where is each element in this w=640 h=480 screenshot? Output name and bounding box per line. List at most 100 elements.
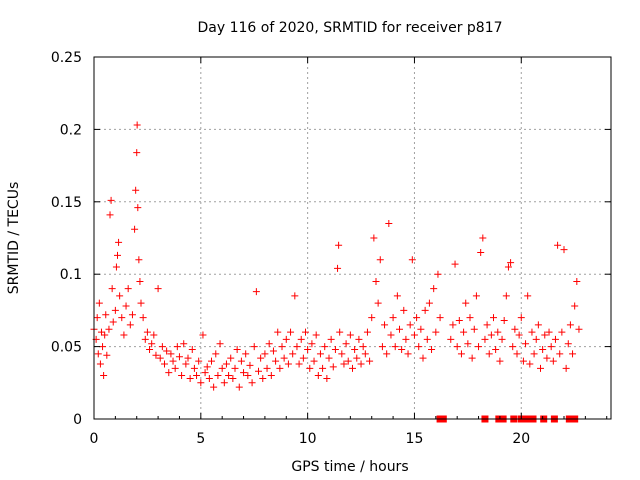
data-point: [120, 331, 128, 339]
data-point: [451, 260, 459, 268]
x-axis-label: GPS time / hours: [291, 459, 408, 475]
data-point: [132, 186, 140, 194]
data-point: [195, 357, 203, 365]
data-point: [210, 383, 218, 391]
data-point: [141, 335, 149, 343]
data-point: [161, 360, 168, 368]
data-point: [137, 299, 145, 307]
data-point: [468, 354, 476, 362]
data-point: [111, 306, 119, 314]
data-point: [295, 360, 303, 368]
data-point: [156, 354, 164, 362]
data-point: [329, 363, 337, 371]
data-point: [237, 357, 245, 365]
data-point: [282, 335, 290, 343]
data-point: [188, 345, 196, 353]
data-point: [231, 364, 239, 372]
data-point: [112, 263, 120, 271]
data-point: [355, 335, 363, 343]
data-point: [274, 328, 282, 336]
data-point: [297, 335, 305, 343]
data-point: [122, 302, 130, 310]
data-point: [308, 340, 316, 348]
data-point: [564, 340, 572, 348]
data-point: [387, 331, 395, 339]
data-point: [346, 331, 354, 339]
data-point: [289, 350, 297, 358]
data-point: [299, 354, 307, 362]
data-point: [114, 251, 121, 259]
data-point: [526, 360, 534, 368]
data-point: [103, 351, 111, 359]
data-point: [541, 331, 549, 339]
data-point: [173, 343, 181, 351]
data-point: [175, 353, 183, 361]
data-point: [513, 350, 521, 358]
y-tick-label: 0.1: [60, 267, 82, 283]
data-point: [479, 234, 487, 242]
data-point: [118, 314, 126, 322]
data-point: [509, 343, 517, 351]
data-point: [229, 374, 237, 382]
data-point: [199, 331, 207, 339]
data-point: [136, 277, 144, 285]
data-point: [233, 345, 241, 353]
data-point: [449, 321, 457, 329]
data-point: [190, 364, 198, 372]
data-point: [95, 299, 103, 307]
data-point: [363, 328, 371, 336]
data-point: [349, 364, 356, 372]
data-point: [267, 372, 275, 380]
data-point: [284, 360, 292, 368]
data-point: [272, 357, 280, 365]
data-point: [415, 343, 423, 351]
data-point: [278, 343, 286, 351]
data-point: [115, 238, 123, 246]
data-point: [428, 345, 436, 353]
data-point: [372, 277, 380, 285]
data-point: [124, 285, 132, 293]
data-point: [304, 345, 312, 353]
data-point: [340, 360, 348, 368]
data-point: [417, 325, 425, 333]
data-point: [398, 345, 406, 353]
data-point: [171, 364, 179, 372]
data-point: [370, 234, 378, 242]
data-point: [532, 335, 540, 343]
data-point: [485, 350, 493, 358]
data-point: [500, 317, 508, 325]
data-point: [477, 248, 485, 256]
data-point: [93, 314, 101, 322]
data-point: [404, 350, 412, 358]
x-tick-label: 0: [90, 431, 99, 447]
y-axis-label: SRMTID / TECUs: [6, 182, 22, 295]
data-point: [106, 211, 114, 219]
data-point: [208, 357, 215, 365]
data-point: [116, 292, 124, 300]
data-point: [483, 321, 491, 329]
data-point: [244, 372, 252, 380]
data-point: [128, 311, 136, 319]
data-point: [528, 328, 536, 336]
data-point: [259, 374, 267, 382]
data-point: [455, 317, 463, 325]
data-point: [391, 343, 399, 351]
data-point: [101, 331, 109, 339]
data-point: [310, 357, 318, 365]
data-point: [434, 270, 442, 278]
data-point: [517, 314, 525, 322]
data-point: [314, 372, 322, 380]
data-point: [169, 357, 177, 365]
data-point: [97, 328, 105, 336]
axis-ticks: 0 0.05 0.1 0.15 0.2 0.25 0 5 10 15 20: [51, 50, 611, 447]
data-point: [105, 325, 113, 333]
data-point: [530, 350, 538, 358]
data-point: [306, 364, 314, 372]
data-point: [250, 343, 258, 351]
data-point: [498, 335, 506, 343]
data-point: [167, 350, 175, 358]
data-point: [325, 354, 333, 362]
data-point: [490, 314, 497, 322]
data-point: [246, 361, 254, 369]
data-point: [269, 347, 277, 355]
